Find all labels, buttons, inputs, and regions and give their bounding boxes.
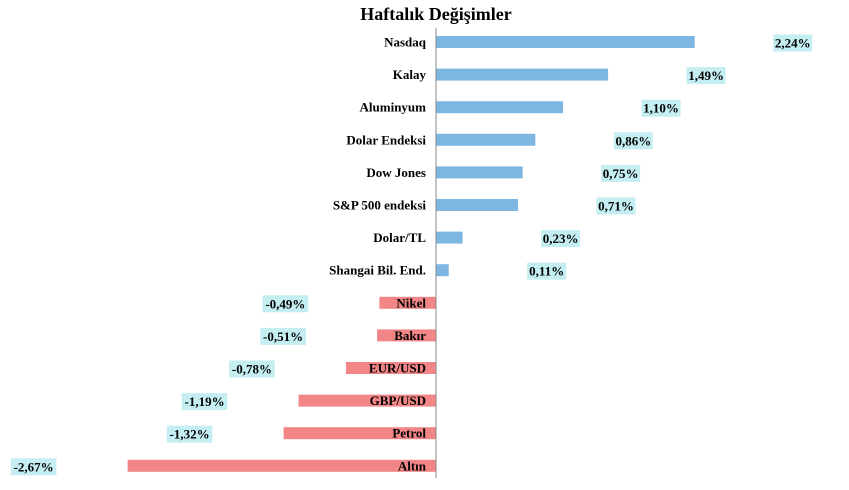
bar-9: [379, 296, 436, 309]
bar-11: [345, 362, 436, 374]
bar-4: [436, 133, 536, 146]
data-label: -0,78%: [232, 362, 272, 377]
category-label: Petrol: [392, 426, 426, 441]
data-label-background: [613, 132, 653, 150]
bar-2: [436, 68, 609, 81]
bar-14: [127, 459, 437, 472]
category-label: Kalay: [393, 67, 427, 82]
data-label-background: [641, 99, 681, 117]
bar-3: [436, 101, 564, 114]
category-label: Bakır: [394, 328, 426, 343]
data-label: 1,10%: [643, 101, 679, 116]
data-label-background: [596, 197, 636, 215]
category-label: GBP/USD: [370, 393, 426, 408]
data-label: 0,11%: [529, 264, 564, 279]
category-label: Dolar/TL: [373, 230, 426, 245]
data-label: 1,49%: [688, 68, 724, 83]
data-label: 0,75%: [603, 166, 639, 181]
data-label: -0,49%: [265, 296, 305, 311]
category-label: Shangai Bil. End.: [329, 263, 426, 278]
bar-7: [436, 231, 463, 244]
data-label: -0,51%: [263, 329, 303, 344]
category-label: Aluminyum: [360, 100, 427, 115]
data-label: -1,32%: [169, 427, 209, 442]
bar-6: [436, 199, 519, 211]
data-label: 0,23%: [543, 231, 579, 246]
data-label: -2,67%: [14, 459, 54, 474]
data-label-background: [527, 262, 567, 280]
data-label-background: [181, 393, 228, 411]
data-label: 0,71%: [598, 199, 634, 214]
data-label-background: [10, 458, 57, 476]
category-label: EUR/USD: [369, 361, 426, 376]
data-label-background: [601, 164, 641, 182]
category-label: Nikel: [396, 295, 426, 310]
data-label-background: [541, 230, 581, 248]
category-label: Dolar Endeksi: [346, 132, 426, 147]
data-label-background: [260, 327, 306, 345]
data-label-background: [686, 67, 726, 85]
category-label: Nasdaq: [384, 35, 427, 50]
chart-title: Haftalık Değişimler: [360, 4, 511, 24]
data-label-background: [262, 295, 309, 313]
bar-10: [377, 329, 436, 342]
bar-1: [436, 36, 695, 48]
data-label-background: [229, 360, 275, 378]
data-label-background: [166, 425, 213, 443]
bar-13: [283, 427, 436, 440]
data-label-background: [773, 34, 813, 52]
bar-8: [436, 264, 449, 277]
data-label: 0,86%: [615, 133, 651, 148]
data-label: -1,19%: [185, 394, 225, 409]
bar-5: [436, 166, 523, 179]
data-label: 2,24%: [775, 36, 811, 51]
category-label: S&P 500 endeksi: [333, 198, 427, 213]
category-label: Dow Jones: [366, 165, 426, 180]
category-label: Altın: [398, 458, 427, 473]
bar-12: [298, 394, 436, 407]
